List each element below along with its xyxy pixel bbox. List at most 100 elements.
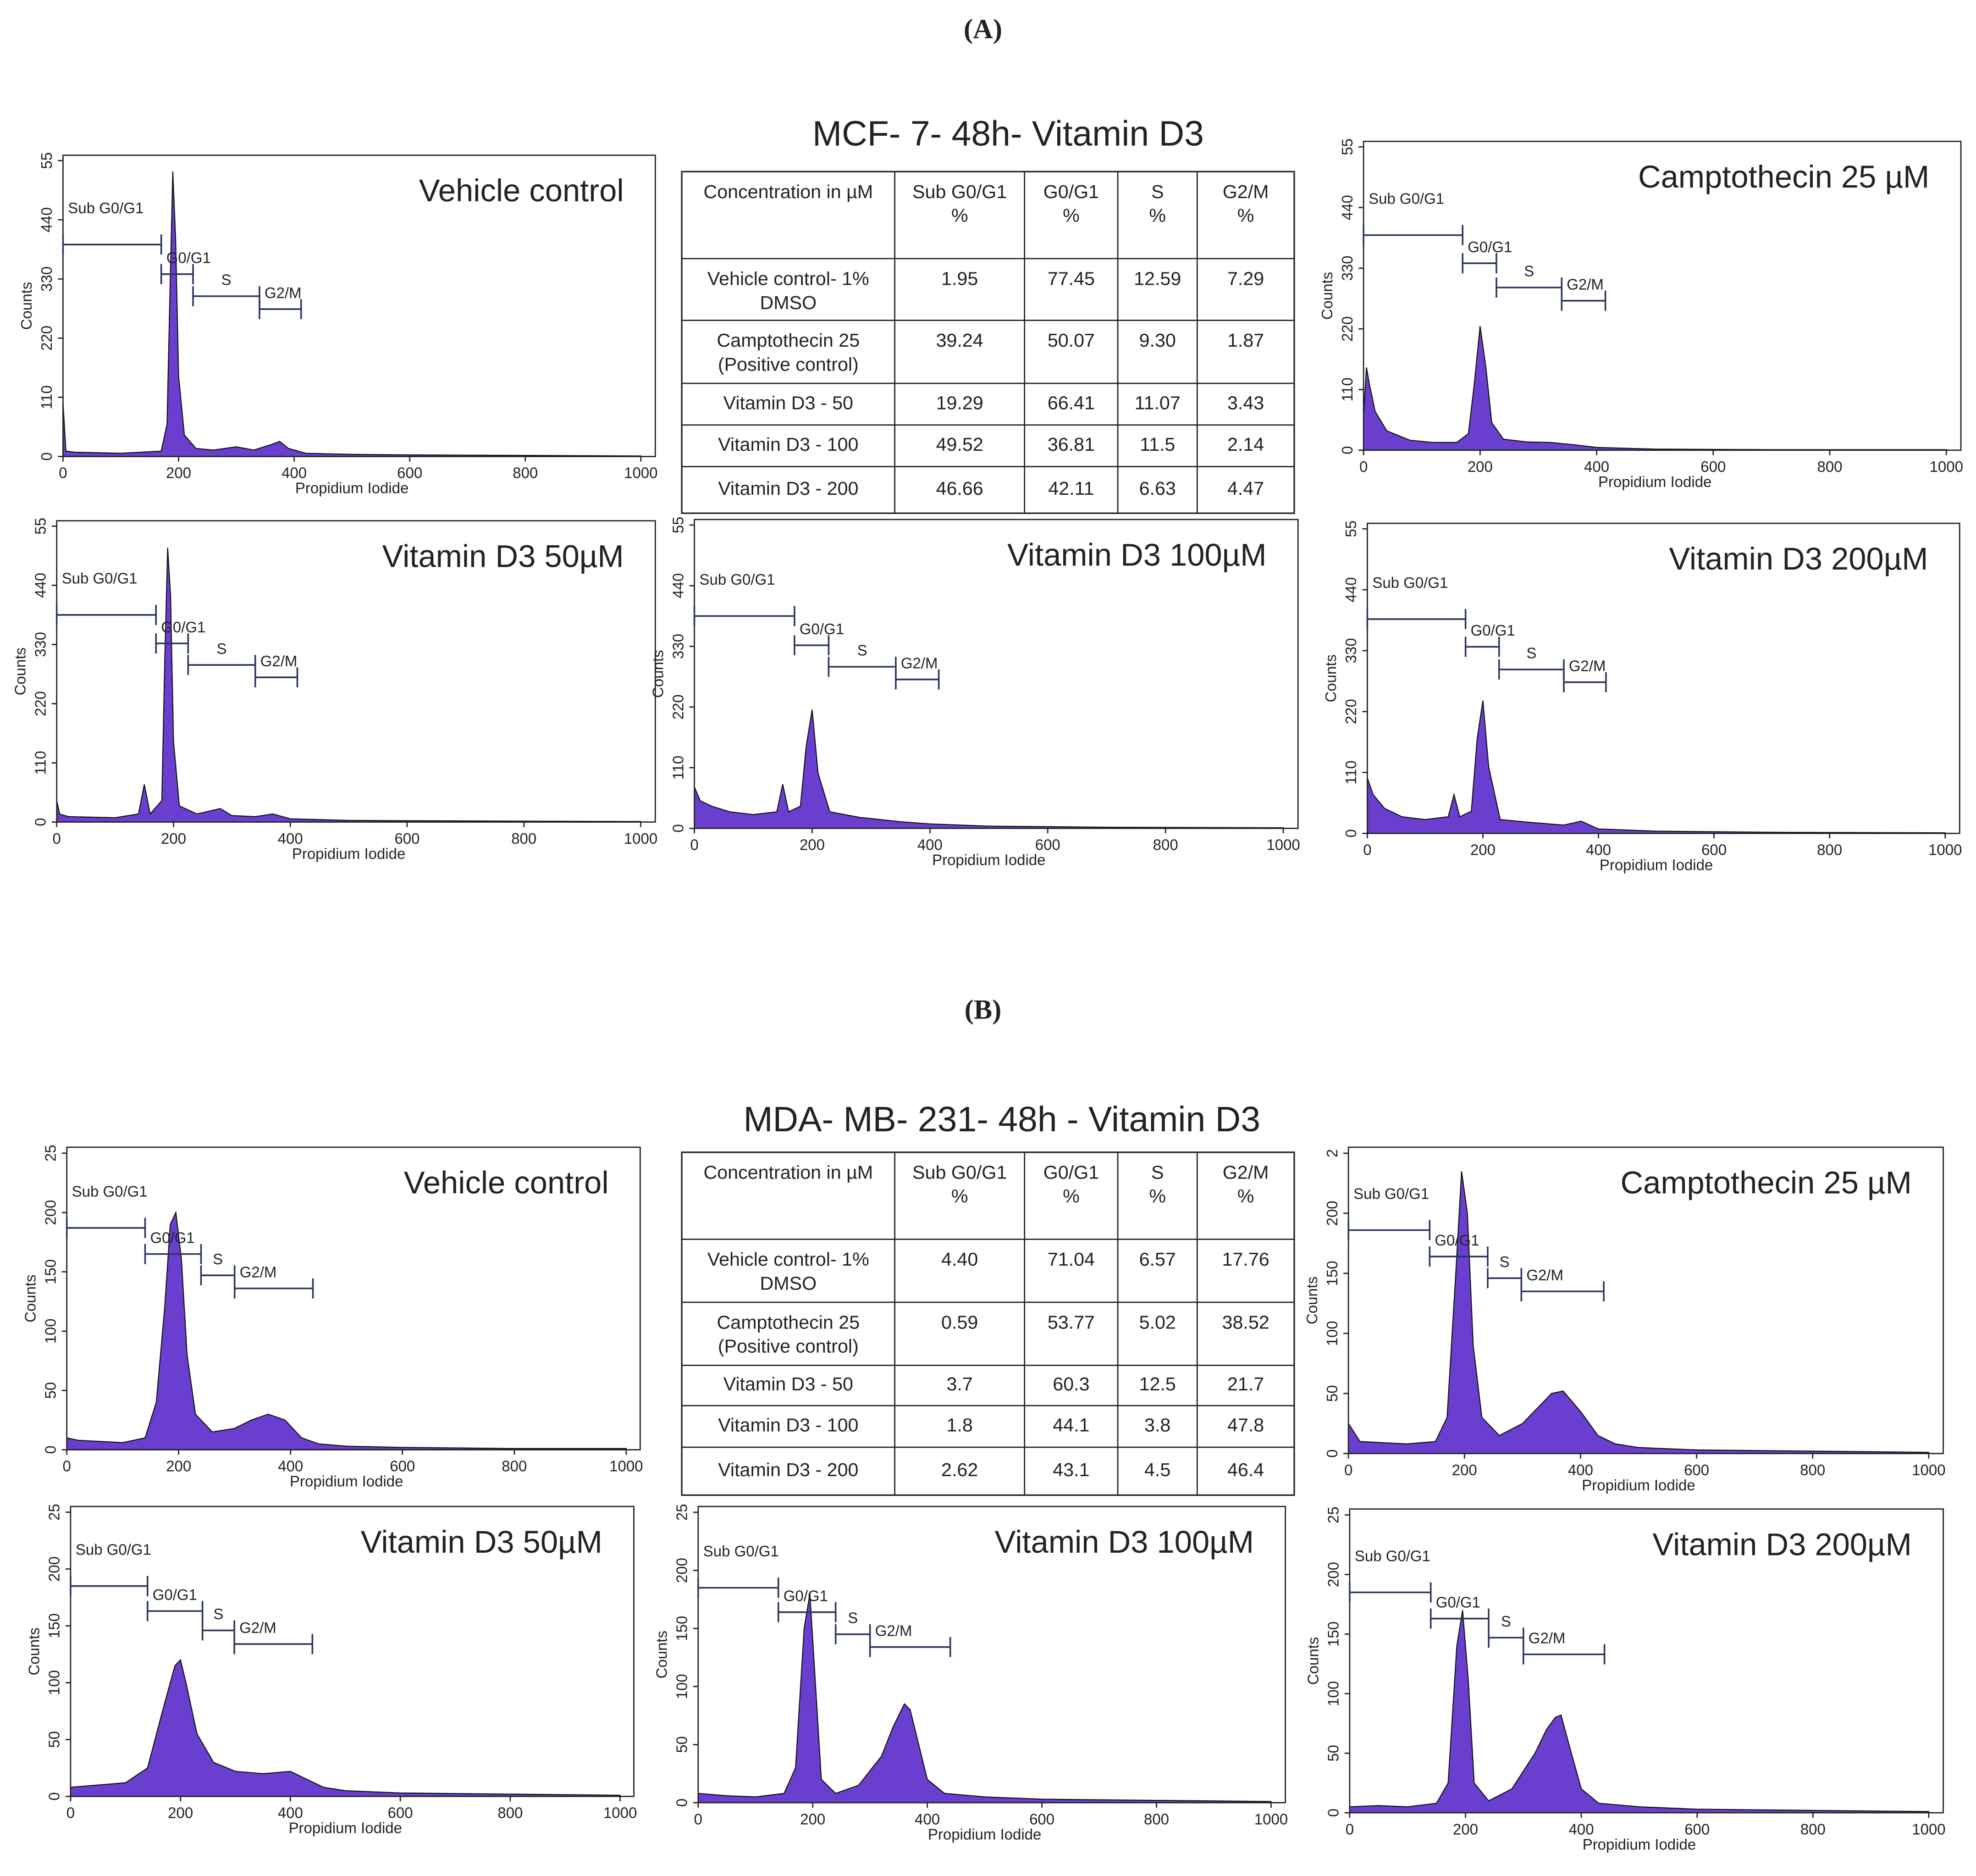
table-cell: 3.8 <box>1144 1415 1170 1436</box>
gate-label: G0/G1 <box>1468 238 1512 255</box>
y-tick-label: 200 <box>42 1200 59 1225</box>
x-axis-label: Propidium Iodide <box>292 845 405 862</box>
table-cell: G2/M <box>1223 1162 1269 1183</box>
table-cell: Vitamin D3 - 100 <box>718 1415 858 1436</box>
y-tick-label: 440 <box>1339 195 1356 220</box>
table-cell: G0/G1 <box>1043 1162 1099 1183</box>
x-axis-label: Propidium Iodide <box>1582 1477 1695 1494</box>
x-tick-label: 400 <box>278 830 303 847</box>
gate-label: G0/G1 <box>150 1229 195 1246</box>
plot-frame <box>1349 1508 1944 1814</box>
gate-label: G0/G1 <box>784 1587 828 1604</box>
panel-label: (A) <box>964 14 1002 44</box>
x-tick-label: 600 <box>388 1804 413 1821</box>
table-cell: Sub G0/G1 <box>912 1162 1007 1183</box>
x-tick-label: 200 <box>1453 1821 1478 1837</box>
gate-label: G2/M <box>1569 657 1606 674</box>
x-tick-label: 1000 <box>1266 836 1300 853</box>
x-tick-label: 800 <box>1800 1821 1826 1837</box>
table-cell: % <box>1237 205 1254 226</box>
chart-title: Vehicle control <box>404 1165 609 1200</box>
y-tick-label: 200 <box>46 1556 63 1582</box>
x-tick-label: 600 <box>1684 1461 1709 1478</box>
y-axis-label: Counts <box>11 647 28 695</box>
gate-label: G2/M <box>265 284 302 301</box>
x-tick-label: 200 <box>800 836 825 853</box>
table-cell: 4.40 <box>941 1249 978 1270</box>
table-cell: Vehicle control- 1% <box>707 268 869 289</box>
x-tick-label: 400 <box>1586 841 1611 858</box>
table-cell: 1.95 <box>941 268 978 289</box>
x-tick-label: 600 <box>1684 1821 1710 1837</box>
x-axis-label: Propidium Iodide <box>290 1473 403 1490</box>
x-tick-label: 400 <box>278 1458 303 1475</box>
x-tick-label: 800 <box>511 830 536 847</box>
table-cell: % <box>951 205 968 226</box>
x-tick-label: 600 <box>1700 458 1726 475</box>
x-tick-label: 400 <box>278 1804 303 1821</box>
table-frame <box>681 171 1295 514</box>
x-tick-label: 200 <box>168 1804 193 1821</box>
histogram-area <box>1349 1610 1930 1814</box>
y-tick-label: 150 <box>42 1259 59 1284</box>
chart-title: Vitamin D3 50µM <box>361 1524 602 1560</box>
table-cell: DMSO <box>760 1273 817 1294</box>
table-cell: % <box>1063 205 1080 226</box>
x-tick-label: 800 <box>1817 841 1842 858</box>
table-cell: 71.04 <box>1048 1249 1095 1270</box>
gate-label: G0/G1 <box>1471 622 1515 639</box>
table-cell: % <box>1237 1186 1254 1207</box>
y-tick-label: 150 <box>1324 1261 1341 1286</box>
y-axis-label: Counts <box>22 1274 39 1322</box>
histogram-area <box>56 548 641 823</box>
table-cell: S <box>1151 1162 1164 1183</box>
table-cell: 3.7 <box>946 1373 972 1395</box>
y-tick-label: 25 <box>42 1145 59 1162</box>
x-tick-label: 800 <box>513 465 538 481</box>
table-cell: 50.07 <box>1048 330 1095 351</box>
y-tick-label: 50 <box>42 1382 59 1399</box>
chart-title: Camptothecin 25 µM <box>1638 159 1929 194</box>
gate-label: Sub G0/G1 <box>703 1543 779 1560</box>
table-cell: Vitamin D3 - 50 <box>723 392 853 413</box>
y-tick-label: 440 <box>669 573 686 598</box>
gate-label: Sub G0/G1 <box>68 199 144 216</box>
chart-title: Vehicle control <box>419 173 624 208</box>
gate-label: G0/G1 <box>1436 1594 1480 1610</box>
y-axis-label: Counts <box>649 650 666 697</box>
table-cell: 38.52 <box>1222 1312 1269 1333</box>
y-tick-label: 440 <box>32 573 49 598</box>
table-cell: (Positive control) <box>718 1336 859 1357</box>
plot-frame <box>70 1505 635 1797</box>
x-axis-label: Propidium Iodide <box>1600 857 1713 874</box>
y-tick-label: 100 <box>42 1318 59 1344</box>
x-tick-label: 1000 <box>1912 1461 1945 1478</box>
panel-title: MDA- MB- 231- 48h - Vitamin D3 <box>743 1100 1260 1139</box>
y-axis-label: Counts <box>26 1627 43 1675</box>
table-cell: Camptothecin 25 <box>717 330 860 351</box>
y-tick-label: 150 <box>46 1613 63 1638</box>
table-cell: Vitamin D3 - 200 <box>718 478 858 499</box>
x-axis-label: Propidium Iodide <box>928 1826 1041 1843</box>
histogram-area <box>70 1659 621 1797</box>
x-tick-label: 800 <box>1817 458 1843 475</box>
x-tick-label: 1000 <box>624 465 657 481</box>
x-tick-label: 1000 <box>624 830 657 847</box>
x-tick-label: 1000 <box>1254 1810 1288 1827</box>
x-tick-label: 600 <box>397 465 422 481</box>
x-tick-label: 0 <box>63 1458 71 1475</box>
gate-label: S <box>1526 645 1536 662</box>
plot-frame <box>56 520 656 823</box>
y-tick-label: 440 <box>1342 577 1359 603</box>
x-axis-label: Propidium Iodide <box>289 1820 402 1837</box>
x-tick-label: 0 <box>1363 841 1371 858</box>
y-axis-label: Counts <box>653 1631 670 1678</box>
x-axis-label: Propidium Iodide <box>1598 473 1711 490</box>
y-tick-label: 100 <box>673 1674 690 1699</box>
gate-label: Sub G0/G1 <box>700 571 775 588</box>
y-tick-label: 110 <box>38 385 55 410</box>
chart-title: Vitamin D3 200µM <box>1653 1527 1912 1562</box>
y-tick-label: 100 <box>1324 1321 1341 1346</box>
x-axis-label: Propidium Iodide <box>1583 1836 1696 1853</box>
